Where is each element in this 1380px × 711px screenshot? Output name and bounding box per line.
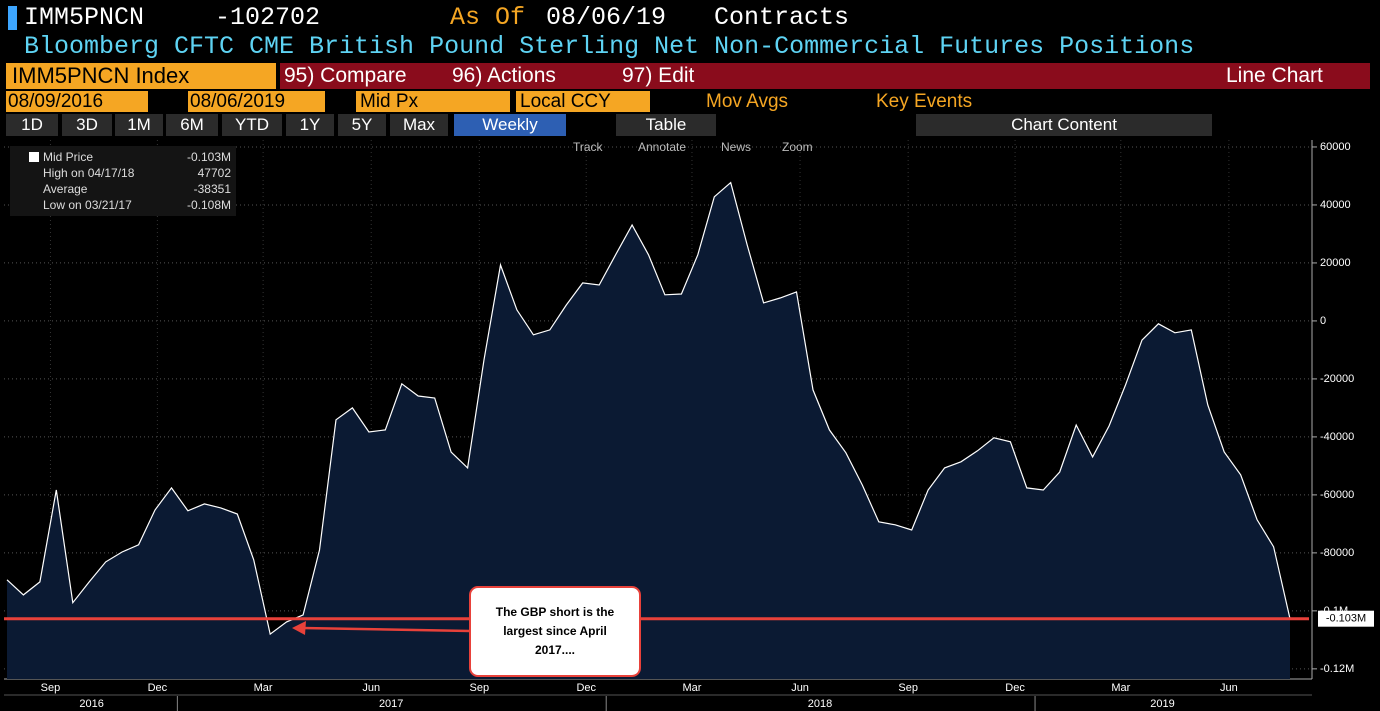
menu-actions[interactable]: 96) Actions <box>452 64 556 87</box>
menu-bar <box>280 63 1370 89</box>
annotation-arrowhead <box>292 621 306 635</box>
x-tick-label: Dec <box>576 682 596 694</box>
chart-content[interactable]: Chart Content <box>916 114 1212 136</box>
chart-tool[interactable]: Annotate <box>638 140 686 154</box>
last-value: -102702 <box>215 3 321 32</box>
annotation-text: largest since April <box>503 624 607 638</box>
range-button[interactable]: 1Y <box>286 114 334 136</box>
menu-edit[interactable]: 97) Edit <box>622 64 695 87</box>
chart-tool[interactable]: Track <box>573 140 604 154</box>
x-tick-label: Mar <box>1111 682 1130 694</box>
y-tick-label: -80000 <box>1320 547 1354 559</box>
y-tick-label: 20000 <box>1320 257 1351 269</box>
annotation-text: The GBP short is the <box>496 605 615 619</box>
as-of-label: As Of <box>450 3 526 32</box>
stats-value: -38351 <box>194 182 232 196</box>
y-tick-label: 0 <box>1320 315 1326 327</box>
y-tick-label: -40000 <box>1320 431 1354 443</box>
line <box>6 181 1291 636</box>
currency[interactable]: Local CCY <box>516 91 650 112</box>
stats-value: 47702 <box>198 166 232 180</box>
view-name: Line Chart <box>1226 64 1323 87</box>
x-tick-label: Mar <box>682 682 701 694</box>
x-tick-label: Dec <box>148 682 168 694</box>
as-of-date: 08/06/19 <box>546 3 667 32</box>
end-date[interactable]: 08/06/2019 <box>188 91 325 112</box>
y-tick-label: -60000 <box>1320 489 1354 501</box>
field[interactable]: Mid Px <box>356 91 510 112</box>
option-key-events[interactable]: Key Events <box>876 91 973 112</box>
range-button[interactable]: Max <box>390 114 448 136</box>
annotation-text: 2017.... <box>535 643 575 657</box>
x-tick-label: Jun <box>791 682 809 694</box>
range-button[interactable]: 1M <box>115 114 163 136</box>
description: Bloomberg CFTC CME British Pound Sterlin… <box>24 32 1195 61</box>
security-box[interactable] <box>6 63 276 89</box>
x-tick-label: Mar <box>254 682 273 694</box>
x-tick-label: Sep <box>470 682 490 694</box>
chart-tool[interactable]: Zoom <box>782 140 813 154</box>
area <box>7 182 1290 679</box>
year-label: 2018 <box>808 698 832 710</box>
x-tick-label: Sep <box>41 682 61 694</box>
y-tick-label: -20000 <box>1320 373 1354 385</box>
x-tick-label: Dec <box>1005 682 1025 694</box>
frequency[interactable]: Weekly <box>454 114 566 136</box>
units: Contracts <box>714 3 850 32</box>
annotation-box <box>469 586 641 677</box>
range-button[interactable]: 5Y <box>338 114 386 136</box>
stats-label: High on 04/17/18 <box>43 166 135 180</box>
stats-label: Mid Price <box>43 150 93 164</box>
chart-tool[interactable]: News <box>721 140 751 154</box>
year-label: 2016 <box>79 698 103 710</box>
x-tick-label: Jun <box>1220 682 1238 694</box>
last-value-tag-box <box>1318 610 1374 627</box>
stats-label: Low on 03/21/17 <box>43 198 132 212</box>
security[interactable]: IMM5PNCN Index <box>12 63 190 88</box>
stats-value: -0.108M <box>187 198 231 212</box>
ticker: IMM5PNCN <box>24 3 145 32</box>
table-button[interactable]: Table <box>616 114 716 136</box>
range-button[interactable]: 1D <box>6 114 58 136</box>
y-tick-label: 60000 <box>1320 141 1351 153</box>
start-date[interactable]: 08/09/2016 <box>6 91 148 112</box>
x-tick-label: Jun <box>362 682 380 694</box>
stats-value: -0.103M <box>187 150 231 164</box>
annotation-arrow <box>301 626 471 633</box>
range-button[interactable]: 6M <box>166 114 218 136</box>
range-button[interactable]: 3D <box>62 114 112 136</box>
menu-compare[interactable]: 95) Compare <box>284 64 407 87</box>
year-label: 2019 <box>1150 698 1174 710</box>
stats-label: Average <box>43 182 88 196</box>
stats-box <box>10 146 236 216</box>
year-label: 2017 <box>379 698 403 710</box>
option-mov-avgs[interactable]: Mov Avgs <box>706 91 789 112</box>
x-tick-label: Sep <box>898 682 918 694</box>
stats-swatch <box>29 152 39 162</box>
range-button[interactable]: YTD <box>222 114 282 136</box>
marker <box>8 6 17 30</box>
y-tick-label: 40000 <box>1320 199 1351 211</box>
y-tick-label: -0.12M <box>1320 663 1354 675</box>
last-value-tag: -0.103M <box>1326 613 1366 625</box>
